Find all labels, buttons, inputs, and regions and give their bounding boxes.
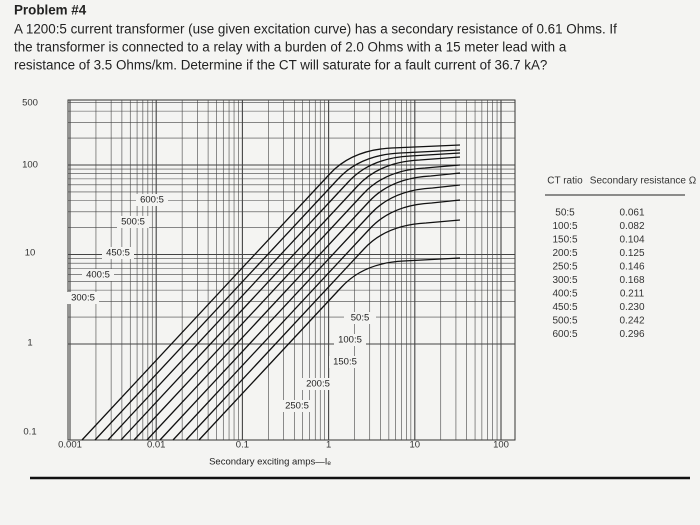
- curve-label: 450:5: [106, 248, 130, 259]
- ct-ratio: 100:5: [552, 221, 577, 232]
- excitation-curve: [159, 184, 461, 441]
- x-tick-label: 0.001: [58, 440, 82, 451]
- secondary-resistance: 0.125: [619, 248, 644, 259]
- secondary-resistance: 0.230: [619, 302, 644, 313]
- ct-ratio: 200:5: [552, 248, 577, 259]
- excitation-curve: [107, 152, 461, 441]
- secondary-resistance: 0.061: [619, 208, 644, 219]
- curve-label-bg: [302, 378, 334, 390]
- excitation-curve: [81, 144, 461, 441]
- curve-label: 50:5: [351, 313, 370, 324]
- plot-frame: [67, 99, 516, 441]
- problem-line: the transformer is connected to a relay …: [14, 40, 567, 55]
- x-tick-label: 0.01: [147, 440, 166, 451]
- secondary-resistance: 0.211: [620, 289, 645, 300]
- curve-label: 100:5: [338, 335, 362, 346]
- curve-label-bg: [136, 194, 168, 206]
- excitation-curve: [198, 257, 461, 441]
- ct-ratio: 150:5: [552, 235, 577, 246]
- curve-label-bg: [281, 400, 313, 412]
- x-axis-label: Secondary exciting amps—Iₑ: [209, 457, 331, 468]
- ct-ratio: 300:5: [552, 275, 577, 286]
- y-tick-label: 1: [27, 338, 32, 349]
- excitation-curve: [172, 199, 461, 441]
- ct-ratio: 250:5: [552, 262, 577, 273]
- secondary-resistance: 0.104: [619, 235, 644, 246]
- x-tick-label: 10: [410, 440, 421, 451]
- secondary-resistance: 0.082: [619, 221, 644, 232]
- curve-label-bg: [334, 334, 366, 346]
- curve-label-bg: [329, 356, 361, 368]
- curve-label-bg: [344, 312, 376, 324]
- figure-grid: [67, 99, 516, 441]
- curve-label-bg: [67, 292, 99, 304]
- curve-label: 400:5: [86, 270, 110, 281]
- curve-label-bg: [117, 216, 149, 228]
- y-tick-label: 0.1: [23, 427, 36, 438]
- ct-ratio: 450:5: [552, 302, 577, 313]
- figure-labels: 500 100 10 1 0.1 0.001 0.01 0.1 1 10 100 600:5 500:5…: [22, 98, 697, 451]
- secondary-resistance: 0.296: [619, 329, 644, 340]
- x-tick-label: 100: [493, 440, 509, 451]
- curve-label: 300:5: [71, 293, 95, 304]
- y-tick-label: 500: [22, 98, 38, 109]
- problem-line: resistance of 3.5 Ohms/km. Determine if …: [14, 58, 547, 73]
- curve-label-bg: [82, 269, 114, 281]
- curve-label: 500:5: [121, 217, 145, 228]
- ct-ratio: 400:5: [552, 289, 577, 300]
- excitation-curve: [185, 219, 461, 441]
- excitation-curve: [146, 172, 461, 441]
- excitation-curve: [94, 149, 461, 441]
- ct-ratio: 500:5: [552, 316, 577, 327]
- y-tick-label: 10: [25, 248, 36, 259]
- x-tick-label: 0.1: [236, 440, 249, 451]
- excitation-curve: [120, 156, 461, 441]
- table-header: Secondary resistance Ω: [590, 176, 697, 187]
- table-header: CT ratio: [547, 176, 583, 187]
- curve-label: 150:5: [333, 357, 357, 368]
- excitation-curve: [133, 164, 461, 441]
- problem-line: A 1200:5 current transformer (use given …: [14, 22, 617, 37]
- x-tick-label: 1: [326, 440, 331, 451]
- curve-label-bg: [102, 247, 134, 259]
- secondary-resistance: 0.168: [619, 275, 644, 286]
- ct-ratio: 50:5: [555, 208, 575, 219]
- curve-label: 200:5: [306, 379, 330, 390]
- ct-ratio: 600:5: [552, 329, 577, 340]
- curve-label: 250:5: [285, 401, 309, 412]
- secondary-resistance: 0.242: [619, 316, 644, 327]
- secondary-resistance: 0.146: [619, 262, 644, 273]
- problem-title: Problem #4: [14, 3, 87, 18]
- curve-label: 600:5: [140, 195, 164, 206]
- excitation-curves: [81, 144, 461, 441]
- y-tick-label: 100: [22, 160, 38, 171]
